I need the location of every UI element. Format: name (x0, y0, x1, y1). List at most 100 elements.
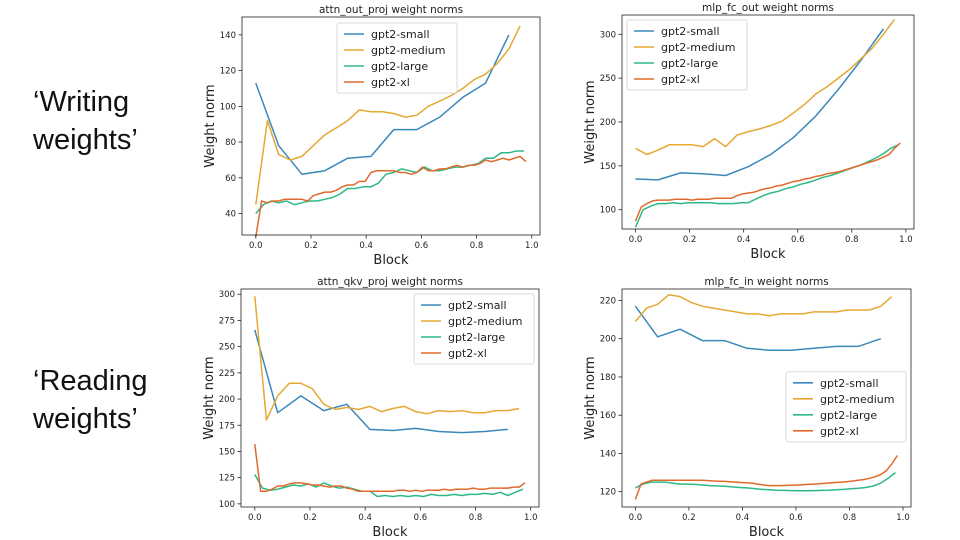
x-tick-label: 1.0 (525, 241, 539, 251)
x-tick-label: 0.0 (629, 235, 643, 245)
plot-frame (621, 288, 912, 508)
y-tick-label: 220 (600, 296, 616, 306)
y-axis-label: Weight norm (583, 80, 598, 163)
x-tick-label: 0.4 (737, 235, 751, 245)
y-tick-label: 140 (220, 31, 236, 41)
series-line-gpt2-large (635, 472, 896, 492)
y-tick-label: 250 (219, 343, 235, 353)
legend-entry-gpt2-small: gpt2-small (371, 28, 430, 41)
x-tick-label: 0.6 (414, 513, 428, 523)
x-tick-label: 0.2 (683, 235, 697, 245)
y-tick-label: 180 (600, 373, 616, 383)
y-tick-label: 125 (219, 474, 235, 484)
y-tick-label: 300 (600, 30, 616, 40)
x-tick-label: 0.2 (304, 241, 318, 251)
y-tick-label: 140 (600, 449, 616, 459)
row-label-reading-weights: ‘Reading weights’ (33, 365, 148, 435)
legend-box (785, 371, 907, 443)
x-tick-label: 0.4 (359, 241, 373, 251)
series-line-gpt2-medium (634, 293, 893, 322)
x-tick-label: 0.0 (249, 241, 263, 251)
chart-title: attn_out_proj weight norms (319, 4, 463, 16)
chart-title: attn_qkv_proj weight norms (317, 276, 463, 288)
legend-entry-gpt2-xl: gpt2-xl (448, 347, 487, 360)
y-tick-label: 40 (225, 210, 236, 220)
x-tick-label: 0.0 (629, 513, 643, 523)
x-axis-label: Block (373, 253, 409, 268)
legend-entry-gpt2-medium: gpt2-medium (661, 41, 735, 54)
legend: gpt2-small gpt2-medium gpt2-large gpt2-xl (626, 19, 748, 91)
y-tick-label: 60 (225, 174, 236, 184)
x-tick-label: 1.0 (524, 513, 538, 523)
legend-entry-gpt2-small: gpt2-small (448, 299, 507, 312)
y-tick-label: 300 (219, 290, 235, 300)
y-tick-label: 200 (600, 335, 616, 345)
x-tick-label: 0.4 (358, 513, 372, 523)
legend-box (413, 293, 535, 365)
y-tick-label: 175 (219, 421, 235, 431)
legend-entry-gpt2-xl: gpt2-xl (820, 425, 859, 438)
legend-entry-gpt2-medium: gpt2-medium (371, 44, 445, 57)
x-tick-label: 0.8 (843, 513, 857, 523)
y-tick-label: 200 (600, 118, 616, 128)
y-tick-label: 100 (219, 500, 235, 510)
x-tick-label: 0.8 (845, 235, 859, 245)
series-line-gpt2-large (254, 474, 524, 498)
y-tick-label: 150 (219, 447, 235, 457)
chart-attn-qkv-proj: attn_qkv_proj weight norms 0.0 0.2 0.4 0.6 0.… (202, 276, 540, 540)
legend-entry-gpt2-large: gpt2-large (661, 57, 718, 70)
x-tick-label: 0.4 (736, 513, 750, 523)
series-line-gpt2-small (254, 329, 508, 434)
legend-entry-gpt2-large: gpt2-large (371, 60, 428, 73)
legend-entry-gpt2-medium: gpt2-medium (448, 315, 522, 328)
chart-title: mlp_fc_out weight norms (702, 2, 834, 14)
y-tick-label: 120 (600, 488, 616, 498)
legend-entry-gpt2-large: gpt2-large (820, 409, 877, 422)
chart-mlp-fc-in: mlp_fc_in weight norms 0.0 0.2 0.4 0.6 0.8 1.0… (583, 276, 912, 540)
legend-box (336, 22, 458, 94)
y-axis-label: Weight norm (202, 356, 217, 439)
x-tick-label: 0.6 (415, 241, 429, 251)
y-tick-label: 100 (600, 206, 616, 216)
x-tick-label: 1.0 (899, 235, 913, 245)
series-line-gpt2-medium (254, 296, 520, 421)
x-axis-label: Block (750, 247, 786, 262)
series-line-gpt2-medium (635, 18, 896, 156)
chart-title: mlp_fc_in weight norms (704, 276, 828, 288)
y-tick-label: 150 (600, 162, 616, 172)
y-tick-label: 100 (220, 102, 236, 112)
y-tick-label: 200 (219, 395, 235, 405)
series-line-gpt2-xl (634, 454, 899, 500)
y-tick-label: 120 (220, 67, 236, 77)
series-line-gpt2-xl (634, 142, 901, 222)
chart-attn-out-proj: attn_out_proj weight norms 0.0 0.2 0.4 0.6 0.… (203, 4, 541, 268)
legend-entry-gpt2-small: gpt2-small (820, 377, 879, 390)
legend: gpt2-small gpt2-medium gpt2-large gpt2-xl (785, 371, 907, 443)
legend-box (626, 19, 748, 91)
x-tick-label: 0.8 (469, 513, 483, 523)
y-tick-label: 80 (225, 138, 236, 148)
legend-entry-gpt2-large: gpt2-large (448, 331, 505, 344)
plot-frame (241, 16, 541, 236)
x-tick-label: 1.0 (896, 513, 910, 523)
series-line-gpt2-medium (255, 25, 521, 205)
x-tick-label: 0.6 (789, 513, 803, 523)
y-tick-label: 250 (600, 74, 616, 84)
x-axis-label: Block (372, 525, 408, 540)
y-axis-label: Weight norm (583, 356, 598, 439)
legend-entry-gpt2-xl: gpt2-xl (371, 76, 410, 89)
y-tick-label: 225 (219, 369, 235, 379)
legend-entry-gpt2-small: gpt2-small (661, 25, 720, 38)
chart-mlp-fc-out: mlp_fc_out weight norms 0.0 0.2 0.4 0.6 0.8 1.… (583, 2, 915, 262)
x-tick-label: 0.0 (248, 513, 262, 523)
row-label-writing-weights: ‘Writing weights’ (33, 86, 138, 156)
legend: gpt2-small gpt2-medium gpt2-large gpt2-xl (413, 293, 535, 365)
series-line-gpt2-xl (254, 444, 526, 493)
y-axis-label: Weight norm (203, 84, 218, 167)
series-line-gpt2-small (635, 28, 885, 181)
x-tick-label: 0.2 (682, 513, 696, 523)
series-line-gpt2-small (255, 34, 510, 175)
legend-entry-gpt2-xl: gpt2-xl (661, 73, 700, 86)
x-tick-label: 0.2 (303, 513, 317, 523)
series-line-gpt2-small (634, 305, 882, 351)
